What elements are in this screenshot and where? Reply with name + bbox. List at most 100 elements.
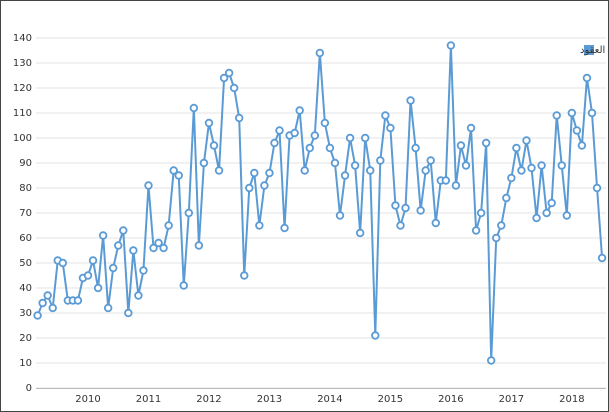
point — [204, 118, 214, 128]
y-tick-label: 50 — [19, 258, 32, 269]
point — [587, 108, 597, 118]
point — [98, 231, 108, 240]
point — [38, 298, 47, 308]
point — [507, 173, 516, 183]
point — [547, 198, 556, 208]
point — [426, 156, 435, 165]
point — [43, 291, 52, 300]
y-tick-label: 100 — [13, 133, 32, 144]
point — [139, 266, 148, 275]
point — [350, 161, 360, 170]
point — [184, 208, 193, 218]
point — [234, 113, 244, 123]
point — [108, 263, 118, 273]
point — [224, 68, 234, 78]
point — [250, 168, 259, 178]
point — [119, 226, 128, 235]
point — [270, 138, 279, 148]
point — [240, 271, 249, 280]
point — [310, 131, 319, 140]
x-tick-label: 2010 — [75, 394, 100, 405]
point — [209, 141, 219, 150]
point — [214, 166, 224, 175]
point — [179, 281, 188, 290]
point — [33, 311, 42, 320]
point — [376, 156, 385, 165]
x-tick-label: 2016 — [438, 394, 463, 405]
point — [401, 203, 410, 213]
point — [557, 161, 566, 170]
point — [300, 166, 309, 175]
y-tick-label: 90 — [19, 158, 32, 169]
point — [552, 111, 561, 120]
point — [325, 143, 335, 153]
point — [512, 143, 521, 153]
point — [275, 126, 284, 135]
y-tick-label: 130 — [13, 58, 32, 69]
point — [577, 141, 587, 150]
point — [265, 168, 274, 178]
x-tick-label: 2018 — [559, 394, 584, 405]
x-tick-label: 2012 — [196, 394, 221, 405]
point — [361, 133, 370, 143]
point — [371, 331, 380, 340]
point — [481, 138, 491, 148]
point — [154, 238, 163, 248]
point — [134, 291, 143, 300]
point — [502, 193, 511, 203]
point — [355, 228, 365, 238]
point — [386, 123, 395, 133]
point — [280, 223, 289, 233]
point — [411, 143, 420, 153]
point — [330, 158, 340, 168]
y-tick-label: 40 — [19, 283, 32, 294]
point — [169, 166, 178, 175]
point — [582, 73, 592, 83]
point — [487, 356, 496, 365]
y-tick-label: 120 — [13, 83, 32, 94]
point — [381, 111, 390, 120]
point — [103, 303, 113, 313]
point — [527, 163, 536, 173]
point — [542, 208, 551, 218]
point — [174, 171, 183, 180]
y-tick-label: 60 — [19, 233, 32, 244]
point — [48, 303, 57, 313]
legend-label: عدد العقود — [580, 45, 609, 56]
point — [416, 206, 425, 215]
y-tick-label: 110 — [13, 108, 32, 119]
point — [164, 221, 173, 230]
point — [592, 183, 602, 193]
point — [567, 108, 577, 118]
x-tick-label: 2013 — [257, 394, 282, 405]
point — [335, 211, 345, 220]
point — [572, 126, 582, 135]
x-tick-label: 2017 — [499, 394, 524, 405]
point — [391, 201, 400, 210]
point — [497, 221, 506, 230]
point — [451, 181, 461, 190]
point — [114, 241, 123, 250]
point — [129, 246, 138, 255]
point — [406, 96, 415, 105]
point — [597, 253, 607, 263]
point — [194, 241, 204, 250]
point — [159, 243, 168, 253]
point — [471, 226, 481, 235]
y-tick-label: 0 — [26, 383, 32, 394]
point — [396, 221, 405, 230]
point — [144, 181, 153, 190]
point — [441, 176, 451, 185]
point — [340, 171, 350, 180]
y-tick-label: 80 — [19, 183, 32, 194]
point — [366, 166, 375, 175]
x-tick-label: 2015 — [378, 394, 403, 405]
point — [199, 158, 209, 168]
x-tick-label: 2014 — [317, 394, 342, 405]
point — [290, 128, 299, 138]
point — [345, 133, 355, 143]
point — [431, 218, 440, 228]
point — [461, 161, 471, 170]
y-tick-label: 20 — [19, 333, 32, 344]
point — [532, 213, 541, 223]
